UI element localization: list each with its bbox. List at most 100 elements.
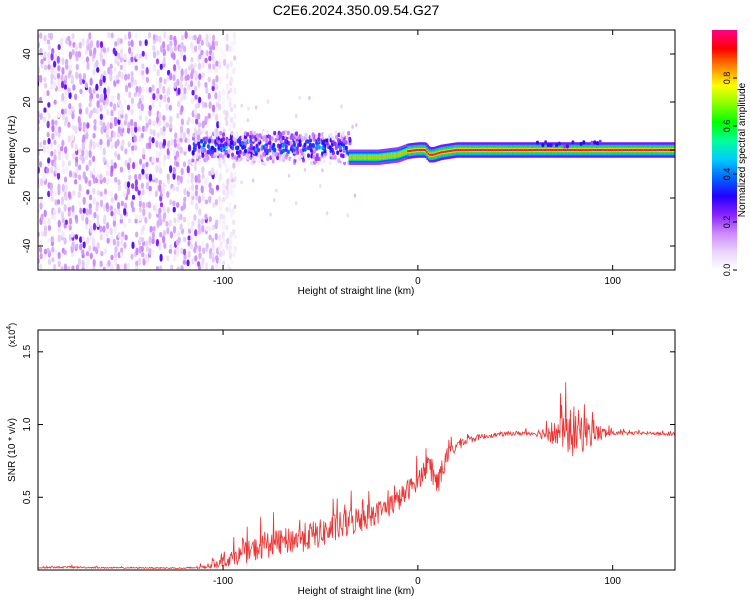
- carrier-segment: [575, 149, 578, 151]
- spectrogram-cell: [179, 137, 183, 143]
- spectrogram-cell: [182, 131, 186, 140]
- spectrogram-cell: [176, 112, 180, 119]
- spectrogram-cell: [72, 190, 76, 196]
- spectrogram-cell: [176, 143, 181, 150]
- spectrogram-cell: [53, 60, 57, 68]
- spectrogram-cell: [134, 178, 138, 187]
- spectrogram-cell: [109, 101, 113, 107]
- spectrogram-cell: [67, 87, 71, 94]
- spectrogram-cell: [82, 207, 86, 214]
- carrier-segment: [457, 149, 461, 151]
- spectrogram-cell: [85, 149, 89, 156]
- carrier-segment: [438, 151, 442, 154]
- spectrogram-cell: [105, 222, 110, 230]
- spectrogram-cell: [303, 142, 307, 148]
- spectrogram-cell: [323, 143, 327, 149]
- carrier-segment: [367, 156, 371, 159]
- spectrogram-cell: [194, 94, 198, 100]
- spectrogram-cell: [198, 122, 202, 128]
- carrier-segment: [524, 149, 528, 151]
- spectrogram-cell: [194, 229, 198, 237]
- spectrogram-cell: [232, 219, 236, 225]
- spectrogram-cell: [148, 136, 152, 144]
- spectrogram-cell: [155, 156, 160, 163]
- carrier-segment: [359, 156, 363, 159]
- spectrogram-y-axis-label: Frequency (Hz): [7, 116, 18, 185]
- spectrogram-cell: [232, 37, 237, 46]
- spectrogram-cell: [172, 200, 176, 207]
- spectrogram-cell: [176, 175, 181, 181]
- spectrogram-cell: [210, 153, 214, 159]
- spectrogram-cell: [68, 217, 73, 225]
- spectrogram-cell: [344, 131, 348, 136]
- spectrogram-cell: [85, 251, 90, 257]
- spectrogram-cell: [233, 55, 237, 61]
- spectrogram-cell: [148, 185, 152, 192]
- spectrogram-cell: [140, 94, 144, 102]
- spectrogram-cell: [187, 240, 191, 247]
- spectrogram-cell: [114, 151, 118, 158]
- spectrogram-cell: [328, 160, 332, 166]
- spectrogram-cell: [218, 119, 222, 128]
- spectrogram-cell: [88, 179, 92, 187]
- spectrogram-cell: [92, 132, 96, 139]
- spectrogram-cell: [305, 159, 309, 165]
- spectrogram-cell: [130, 200, 134, 209]
- carrier-segment: [576, 149, 579, 151]
- spectrogram-cell: [225, 33, 229, 42]
- spectrogram-cell: [218, 103, 222, 111]
- spectrogram-cell: [144, 253, 148, 262]
- spectrogram-cell: [71, 33, 75, 40]
- spectrogram-cell: [215, 84, 219, 90]
- spectrogram-cell: [230, 116, 234, 124]
- carrier-segment: [450, 149, 454, 152]
- spectrogram-cell: [119, 64, 123, 70]
- spectrogram-cell: [151, 137, 155, 144]
- carrier-segment: [510, 149, 514, 151]
- spectrogram-cell: [47, 51, 51, 59]
- spectrogram-cell: [99, 191, 103, 197]
- spectrogram-cell: [193, 214, 197, 221]
- spectrogram-cell: [117, 110, 121, 118]
- spectrogram-cell: [53, 148, 57, 156]
- spectrogram-cell: [174, 132, 178, 139]
- spectrogram-cell: [126, 127, 131, 134]
- carrier-segment: [531, 149, 534, 151]
- spectrogram-cell: [158, 242, 162, 251]
- carrier-segment: [538, 149, 541, 151]
- spectrogram-cell: [116, 201, 121, 210]
- spectrogram-cell: [99, 173, 103, 181]
- spectrogram-cell: [161, 235, 166, 244]
- carrier-segment: [546, 149, 549, 151]
- spectrogram-cell: [208, 55, 212, 62]
- spectrogram-cell: [57, 144, 61, 152]
- spectrogram-cell: [215, 151, 219, 156]
- carrier-segment: [475, 149, 478, 151]
- carrier-segment: [486, 149, 489, 151]
- spectrogram-cell: [186, 219, 191, 227]
- spectrogram-cell: [194, 175, 198, 183]
- spectrogram-cell: [187, 144, 192, 152]
- spectrogram-cell: [208, 101, 212, 109]
- spectrogram-cell: [54, 120, 58, 126]
- spectrogram-cell: [138, 53, 143, 59]
- carrier-segment: [599, 149, 603, 151]
- spectrogram-cell: [201, 72, 205, 78]
- carrier-segment: [493, 149, 496, 151]
- spectrogram-cell: [138, 200, 142, 208]
- spectrogram-cell: [227, 90, 231, 95]
- spectrogram-cell: [133, 121, 137, 128]
- spectrogram-cell: [226, 93, 230, 100]
- spectrogram-cell: [45, 167, 50, 174]
- spectrogram-cell: [103, 87, 107, 96]
- spectrogram-cell: [194, 160, 198, 166]
- carrier-segment: [591, 149, 594, 151]
- spectrogram-cell: [290, 158, 294, 163]
- spectrogram-cell: [270, 136, 274, 141]
- spectrogram-cell: [158, 207, 162, 214]
- spectrogram-cell: [39, 252, 43, 260]
- carrier-segment: [386, 155, 390, 158]
- spectrogram-cell: [330, 147, 334, 153]
- spectrogram-cell: [116, 92, 121, 101]
- spectrogram-cell: [130, 126, 134, 133]
